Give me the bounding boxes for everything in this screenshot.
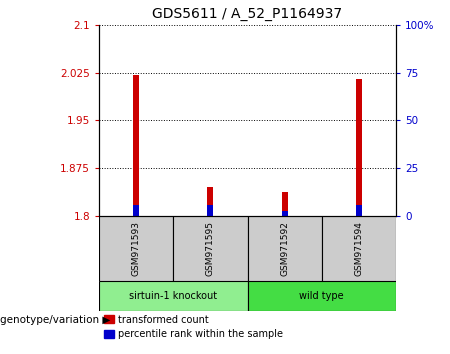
Bar: [248, 216, 322, 281]
Bar: [356, 79, 362, 216]
Bar: [99, 216, 173, 281]
Bar: [282, 211, 288, 216]
Bar: [133, 205, 139, 216]
Bar: [282, 192, 288, 216]
Bar: [356, 205, 362, 216]
Text: genotype/variation ▶: genotype/variation ▶: [0, 315, 110, 325]
Text: GSM971595: GSM971595: [206, 221, 215, 276]
Text: GSM971592: GSM971592: [280, 221, 289, 276]
Text: GSM971594: GSM971594: [355, 221, 364, 276]
Title: GDS5611 / A_52_P1164937: GDS5611 / A_52_P1164937: [153, 7, 342, 21]
Bar: [99, 281, 248, 312]
Bar: [207, 205, 213, 216]
Bar: [133, 75, 139, 216]
Text: sirtuin-1 knockout: sirtuin-1 knockout: [129, 291, 217, 301]
Bar: [173, 216, 248, 281]
Bar: [248, 281, 396, 312]
Text: wild type: wild type: [299, 291, 344, 301]
Legend: transformed count, percentile rank within the sample: transformed count, percentile rank withi…: [104, 314, 284, 339]
Bar: [322, 216, 396, 281]
Bar: [207, 187, 213, 216]
Text: GSM971593: GSM971593: [131, 221, 140, 276]
